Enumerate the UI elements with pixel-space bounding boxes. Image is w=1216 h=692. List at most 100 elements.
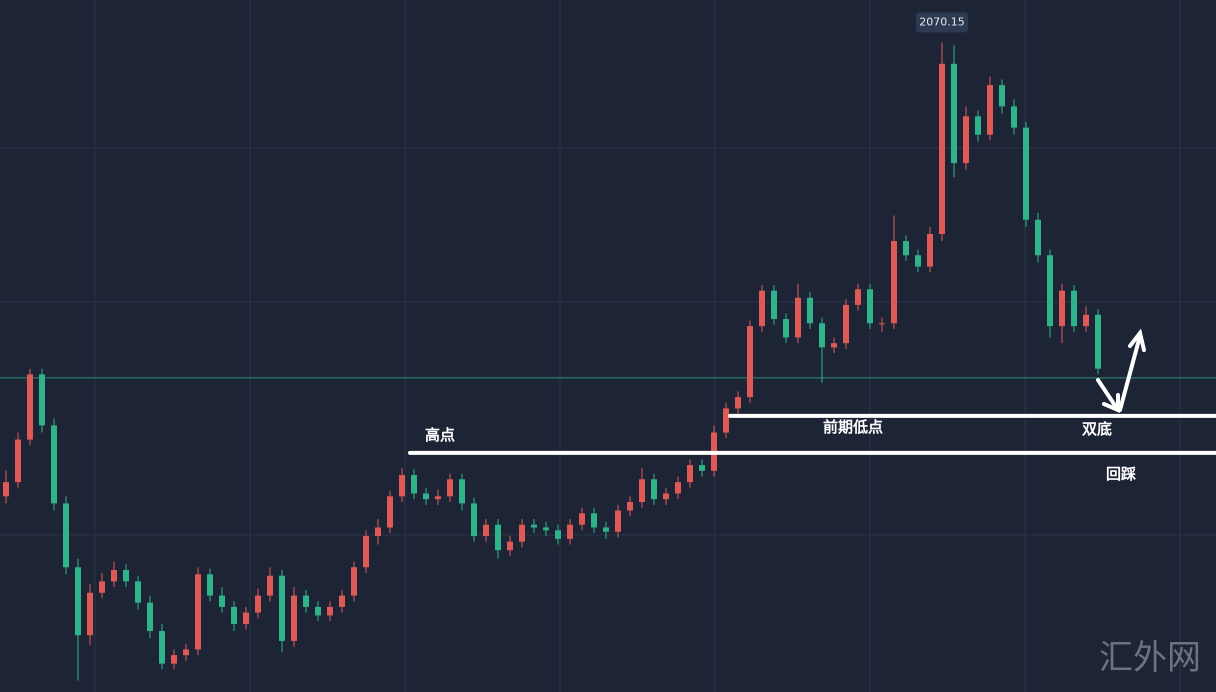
candle-body bbox=[3, 482, 9, 497]
candle-body bbox=[447, 479, 453, 497]
candle-body bbox=[15, 439, 21, 483]
candle-body bbox=[399, 475, 405, 497]
candle-body bbox=[735, 397, 741, 409]
candle-body bbox=[1011, 106, 1017, 128]
candle-body bbox=[303, 595, 309, 607]
candle-body bbox=[723, 408, 729, 433]
candle-body bbox=[603, 527, 609, 532]
candle-body bbox=[315, 606, 321, 616]
candle-body bbox=[747, 326, 753, 398]
candle-body bbox=[867, 289, 873, 324]
candle-body bbox=[267, 575, 273, 596]
price-tag: 2070.15 bbox=[919, 15, 965, 28]
candle-body bbox=[159, 631, 165, 664]
candle-body bbox=[927, 233, 933, 267]
price-tag-bg bbox=[916, 12, 968, 33]
candle-body bbox=[1047, 255, 1053, 327]
candle-body bbox=[663, 493, 669, 500]
candle-body bbox=[891, 241, 897, 324]
candle-body bbox=[843, 304, 849, 344]
candle-body bbox=[495, 524, 501, 551]
candle-body bbox=[963, 116, 969, 164]
candle-body bbox=[531, 524, 537, 528]
candle-body bbox=[687, 465, 693, 483]
candle-body bbox=[819, 323, 825, 348]
candle-body bbox=[339, 595, 345, 607]
candle-body bbox=[1083, 314, 1089, 327]
candle-body bbox=[1035, 219, 1041, 256]
candle-body bbox=[459, 479, 465, 504]
candle-body bbox=[39, 374, 45, 426]
candle-body bbox=[147, 602, 153, 632]
candle-body bbox=[471, 503, 477, 537]
candle-body bbox=[27, 374, 33, 440]
candle-body bbox=[231, 606, 237, 624]
candle-body bbox=[207, 574, 213, 596]
candle-body bbox=[99, 581, 105, 593]
candle-body bbox=[435, 496, 441, 500]
candle-body bbox=[771, 290, 777, 320]
candle-body bbox=[555, 530, 561, 539]
candle-body bbox=[615, 510, 621, 532]
candle-body bbox=[1071, 290, 1077, 327]
annotation: 前期低点 bbox=[823, 418, 883, 436]
candle-body bbox=[999, 85, 1005, 107]
candle-body bbox=[63, 503, 69, 568]
candle-body bbox=[519, 524, 525, 542]
candle-body bbox=[939, 63, 945, 234]
candle-body bbox=[255, 595, 261, 613]
candle-body bbox=[915, 255, 921, 267]
candle-body bbox=[855, 289, 861, 305]
candle-body bbox=[987, 85, 993, 135]
candle-body bbox=[123, 570, 129, 582]
candle-body bbox=[651, 479, 657, 500]
candle-body bbox=[831, 343, 837, 348]
watermark: 汇外网 bbox=[1099, 638, 1201, 678]
candle-body bbox=[807, 297, 813, 324]
candle-body bbox=[975, 116, 981, 135]
candle-body bbox=[759, 290, 765, 327]
candle-body bbox=[375, 527, 381, 537]
candle-body bbox=[87, 592, 93, 636]
candles: 2070.15 bbox=[0, 12, 1216, 681]
candle-body bbox=[279, 575, 285, 641]
candle-body bbox=[183, 649, 189, 656]
candle-body bbox=[951, 63, 957, 164]
candle-body bbox=[543, 527, 549, 531]
candle-body bbox=[639, 479, 645, 502]
candle-body bbox=[483, 524, 489, 537]
candle-body bbox=[591, 513, 597, 528]
candle-body bbox=[135, 581, 141, 603]
candle-body bbox=[507, 541, 513, 551]
candle-body bbox=[351, 567, 357, 596]
candle-body bbox=[75, 567, 81, 636]
annotation: 双底 bbox=[1082, 420, 1112, 438]
candle-body bbox=[675, 482, 681, 494]
candle-body bbox=[567, 524, 573, 539]
candle-body bbox=[411, 475, 417, 494]
candle-body bbox=[291, 595, 297, 641]
candle-body bbox=[699, 465, 705, 471]
candle-body bbox=[51, 425, 57, 504]
candle-body bbox=[387, 496, 393, 528]
candle-body bbox=[363, 536, 369, 568]
candle-body bbox=[879, 323, 885, 325]
candle-body bbox=[627, 501, 633, 511]
candle-body bbox=[903, 241, 909, 256]
candle-body bbox=[795, 297, 801, 338]
candle-body bbox=[783, 319, 789, 338]
candle-body bbox=[171, 655, 177, 664]
annotation: 高点 bbox=[425, 426, 455, 444]
candle-body bbox=[111, 570, 117, 582]
arrows bbox=[1096, 328, 1146, 414]
candle-body bbox=[219, 595, 225, 607]
candle-body bbox=[423, 493, 429, 500]
candle-body bbox=[1059, 290, 1065, 327]
candle-body bbox=[195, 574, 201, 650]
candle-body bbox=[243, 612, 249, 624]
candle-body bbox=[327, 606, 333, 616]
candle-body bbox=[579, 513, 585, 525]
